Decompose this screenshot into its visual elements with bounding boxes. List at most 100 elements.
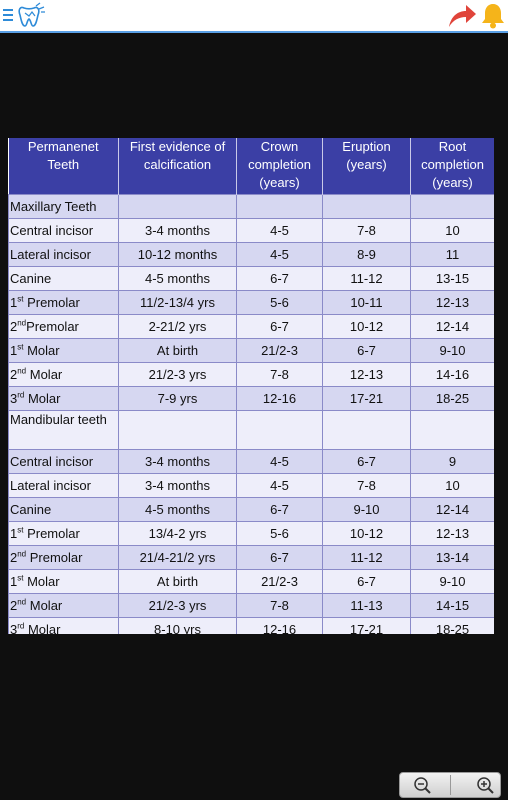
table-header-row: Permanenet Teeth First evidence of calci… [8, 138, 494, 195]
tooth-name-cell: Maxillary Teeth [8, 194, 119, 219]
tooth-type: Molar [23, 574, 60, 589]
tooth-type: Premolar [26, 550, 83, 565]
tooth-name-cell: Canine [8, 497, 119, 522]
calcification-cell: 7-9 yrs [118, 386, 237, 411]
tooth-development-table: Permanenet Teeth First evidence of calci… [8, 138, 494, 634]
ordinal-suffix: nd [17, 549, 27, 559]
eruption-cell: 7-8 [322, 218, 411, 243]
column-header: Root completion (years) [410, 138, 494, 195]
zoom-out-icon[interactable] [406, 775, 446, 795]
tooth-type: Premolar [23, 295, 80, 310]
table-row: Canine 4-5 months 6-7 11-12 13-15 [8, 266, 494, 291]
calcification-cell: 10-12 months [118, 242, 237, 267]
ordinal-suffix: st [17, 294, 24, 304]
tooth-name: 2 [10, 598, 18, 613]
crown-completion-cell: 4-5 [236, 449, 323, 474]
tooth-name-cell: Lateral incisor [8, 242, 119, 267]
root-completion-cell: 12-13 [410, 521, 494, 546]
root-completion-cell: 12-14 [410, 314, 494, 339]
calcification-cell [118, 410, 237, 450]
toolbar-divider [0, 31, 508, 33]
tooth-name-cell: Central incisor [8, 449, 119, 474]
calcification-cell: At birth [118, 569, 237, 594]
tooth-logo-icon[interactable] [16, 2, 48, 29]
root-completion-cell: 14-15 [410, 593, 494, 618]
table-row: Mandibular teeth [8, 410, 494, 450]
crown-completion-cell: 6-7 [236, 314, 323, 339]
table-row: Canine 4-5 months 6-7 9-10 12-14 [8, 497, 494, 522]
tooth-name: 1 [10, 526, 18, 541]
tooth-name-cell: Canine [8, 266, 119, 291]
crown-completion-cell: 4-5 [236, 473, 323, 498]
share-arrow-icon[interactable] [447, 3, 477, 29]
ordinal-suffix: st [17, 342, 24, 352]
tooth-name: Canine [10, 271, 52, 286]
tooth-name-cell: 1st Premolar [8, 521, 119, 546]
calcification-cell: 3-4 months [118, 473, 237, 498]
crown-completion-cell: 4-5 [236, 218, 323, 243]
tooth-name-cell: 2nd Premolar [8, 545, 119, 570]
crown-completion-cell [236, 194, 323, 219]
root-completion-cell: 10 [410, 473, 494, 498]
table-row: 3rd Molar 8-10 yrs 12-16 17-21 18-25 [8, 617, 494, 634]
crown-completion-cell: 12-16 [236, 386, 323, 411]
ordinal-suffix: nd [17, 597, 27, 607]
tooth-name: 1 [10, 343, 18, 358]
eruption-cell: 17-21 [322, 617, 411, 634]
tooth-type: Molar [26, 367, 63, 382]
zoom-divider [450, 775, 451, 795]
eruption-cell: 6-7 [322, 449, 411, 474]
calcification-cell: 8-10 yrs [118, 617, 237, 634]
eruption-cell: 10-11 [322, 290, 411, 315]
hamburger-menu-icon[interactable] [3, 9, 13, 21]
tooth-name: 1 [10, 574, 18, 589]
eruption-cell [322, 194, 411, 219]
tooth-name-cell: 2ndPremolar [8, 314, 119, 339]
table-row: Lateral incisor 10-12 months 4-5 8-9 11 [8, 242, 494, 267]
calcification-cell: 13/4-2 yrs [118, 521, 237, 546]
root-completion-cell: 9-10 [410, 338, 494, 363]
calcification-cell: At birth [118, 338, 237, 363]
eruption-cell: 11-12 [322, 545, 411, 570]
crown-completion-cell: 6-7 [236, 497, 323, 522]
tooth-type: Molar [24, 622, 61, 634]
table-row: Lateral incisor 3-4 months 4-5 7-8 10 [8, 473, 494, 498]
root-completion-cell: 13-14 [410, 545, 494, 570]
tooth-name-cell: 3rd Molar [8, 386, 119, 411]
tooth-name-cell: 2nd Molar [8, 593, 119, 618]
table-row: 1st Premolar 13/4-2 yrs 5-6 10-12 12-13 [8, 521, 494, 546]
eruption-cell: 10-12 [322, 521, 411, 546]
table-row: 2nd Premolar 21/4-21/2 yrs 6-7 11-12 13-14 [8, 545, 494, 570]
crown-completion-cell: 7-8 [236, 362, 323, 387]
table-row: 2ndPremolar 2-21/2 yrs 6-7 10-12 12-14 [8, 314, 494, 339]
tooth-name: Maxillary Teeth [10, 199, 97, 214]
tooth-name: Canine [10, 502, 52, 517]
app-toolbar [0, 0, 508, 31]
tooth-development-table-image: Permanenet Teeth First evidence of calci… [8, 138, 494, 634]
crown-completion-cell: 6-7 [236, 545, 323, 570]
table-row: Central incisor 3-4 months 4-5 7-8 10 [8, 218, 494, 243]
root-completion-cell: 13-15 [410, 266, 494, 291]
tooth-name-cell: Mandibular teeth [8, 410, 119, 450]
tooth-name: Mandibular teeth [10, 412, 107, 427]
column-header: First evidence of calcification [118, 138, 237, 195]
table-body: Maxillary Teeth Central incisor 3-4 months… [8, 194, 494, 634]
tooth-name-cell: 1st Molar [8, 338, 119, 363]
root-completion-cell: 10 [410, 218, 494, 243]
tooth-name-cell: 1st Premolar [8, 290, 119, 315]
tooth-type: Molar [23, 343, 60, 358]
eruption-cell: 10-12 [322, 314, 411, 339]
root-completion-cell: 12-13 [410, 290, 494, 315]
notification-bell-icon[interactable] [480, 2, 506, 29]
eruption-cell: 17-21 [322, 386, 411, 411]
zoom-in-icon[interactable] [458, 775, 498, 795]
ordinal-suffix: st [17, 573, 24, 583]
crown-completion-cell: 21/2-3 [236, 569, 323, 594]
calcification-cell: 3-4 months [118, 449, 237, 474]
table-row: 1st Premolar 11/2-13/4 yrs 5-6 10-11 12-13 [8, 290, 494, 315]
eruption-cell [322, 410, 411, 450]
tooth-name-cell: 3rd Molar [8, 617, 119, 634]
root-completion-cell: 18-25 [410, 617, 494, 634]
tooth-type: Premolar [26, 319, 79, 334]
table-row: 1st Molar At birth 21/2-3 6-7 9-10 [8, 338, 494, 363]
